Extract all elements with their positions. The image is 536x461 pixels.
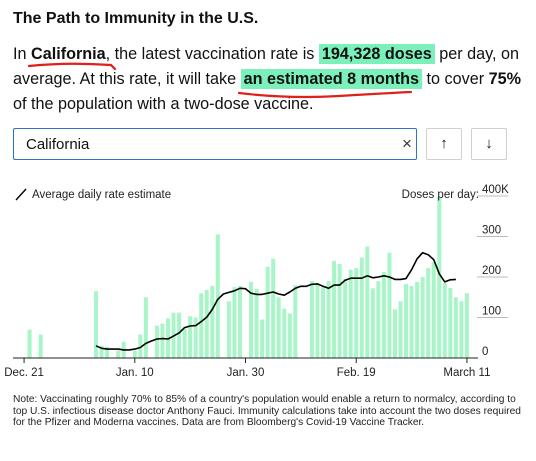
y-tick-label: 200 — [482, 265, 501, 277]
bar — [237, 285, 242, 358]
bar — [132, 350, 137, 358]
bar — [392, 309, 397, 358]
bar — [404, 283, 409, 358]
y-axis-title: Doses per day: — [402, 189, 479, 201]
bar — [226, 301, 231, 358]
bar — [321, 287, 325, 358]
y-tick-label: 0 — [482, 346, 488, 358]
x-tick-label: March 11 — [443, 367, 490, 379]
summary-prefix: In — [13, 45, 31, 63]
bar — [182, 328, 187, 358]
summary-part4: of the population with a two-dose vaccin… — [13, 95, 314, 113]
bar — [370, 288, 375, 358]
bar — [337, 264, 342, 358]
page-title: The Path to Immunity in the U.S. — [13, 10, 259, 27]
legend-label: Average daily rate estimate — [32, 189, 171, 201]
bar — [260, 319, 265, 358]
duration-highlight: an estimated 8 months — [240, 69, 423, 89]
y-tick-label: 400K — [482, 184, 509, 196]
vaccination-chart: 0 100 200 300 400K Dec. 21 Jan. 10 Jan. 30 Feb. … — [4, 184, 509, 379]
bar — [38, 334, 43, 358]
bar — [459, 301, 464, 358]
bar — [154, 325, 159, 358]
next-arrow-button[interactable]: ↓ — [471, 128, 507, 160]
bar — [94, 291, 99, 358]
bar — [381, 272, 386, 358]
bar — [448, 287, 453, 358]
x-tick-label: Jan. 30 — [227, 367, 265, 379]
bar — [365, 246, 370, 358]
x-tick-label: Jan. 10 — [116, 367, 154, 379]
summary-part1: , the latest vaccination rate is — [105, 45, 319, 63]
bar — [204, 289, 209, 358]
bar — [398, 301, 403, 358]
x-tick-label: Dec. 21 — [4, 367, 44, 379]
footnote: Note: Vaccinating roughly 70% to 85% of … — [13, 394, 521, 428]
bar — [249, 281, 254, 358]
bar — [326, 281, 331, 358]
bar — [431, 262, 436, 358]
bar — [143, 297, 148, 358]
arrow-down-icon: ↓ — [485, 135, 493, 152]
duration-annotated: an estimated 8 months — [237, 69, 423, 99]
arrow-up-icon: ↑ — [440, 135, 448, 152]
duration-underline — [237, 90, 412, 99]
bar — [199, 293, 204, 358]
bar — [420, 277, 425, 358]
y-tick-label: 300 — [482, 225, 501, 237]
bar — [210, 285, 215, 358]
bar — [215, 234, 220, 358]
bar — [232, 287, 237, 358]
bar — [442, 283, 447, 358]
location-underline — [27, 62, 117, 71]
bar — [376, 281, 381, 358]
bar — [354, 268, 359, 358]
location-search-input[interactable] — [26, 134, 386, 154]
bar — [332, 260, 337, 358]
legend-line-swatch — [15, 188, 27, 201]
average-rate-line — [95, 251, 456, 351]
bar — [387, 252, 392, 358]
bar — [409, 285, 414, 358]
bar — [188, 316, 193, 358]
bar — [348, 269, 353, 358]
bar — [293, 285, 298, 358]
bar — [453, 297, 458, 358]
bar — [27, 329, 32, 358]
summary-text: In California, the latest vaccination ra… — [13, 42, 523, 117]
rate-highlight: 194,328 doses — [318, 44, 435, 64]
bar — [254, 289, 259, 358]
bar — [426, 268, 431, 358]
bar — [464, 293, 469, 358]
location-search-box[interactable]: × — [13, 128, 417, 160]
bar — [282, 308, 287, 358]
location-name: California — [27, 45, 117, 71]
bar — [287, 313, 292, 358]
bar — [177, 312, 182, 358]
bar — [138, 334, 143, 358]
y-tick-label: 100 — [482, 306, 501, 318]
bar — [193, 317, 198, 358]
bar — [105, 346, 110, 358]
summary-part2: per day, on average. At this rate, it wi… — [13, 45, 519, 88]
bar — [359, 257, 364, 358]
x-tick-label: Feb. 19 — [337, 367, 376, 379]
bar — [315, 283, 320, 358]
bar — [309, 281, 314, 358]
bar — [99, 345, 104, 358]
bar — [116, 350, 121, 358]
clear-search-icon[interactable]: × — [402, 134, 412, 153]
summary-part3: to cover — [422, 70, 489, 88]
bar — [265, 266, 270, 358]
bar — [437, 196, 442, 358]
bar — [276, 297, 281, 358]
previous-arrow-button[interactable]: ↑ — [426, 128, 462, 160]
bar — [160, 323, 165, 358]
bar — [271, 258, 276, 358]
coverage-value: 75% — [488, 70, 522, 88]
bar — [343, 279, 348, 358]
bar — [415, 281, 420, 358]
